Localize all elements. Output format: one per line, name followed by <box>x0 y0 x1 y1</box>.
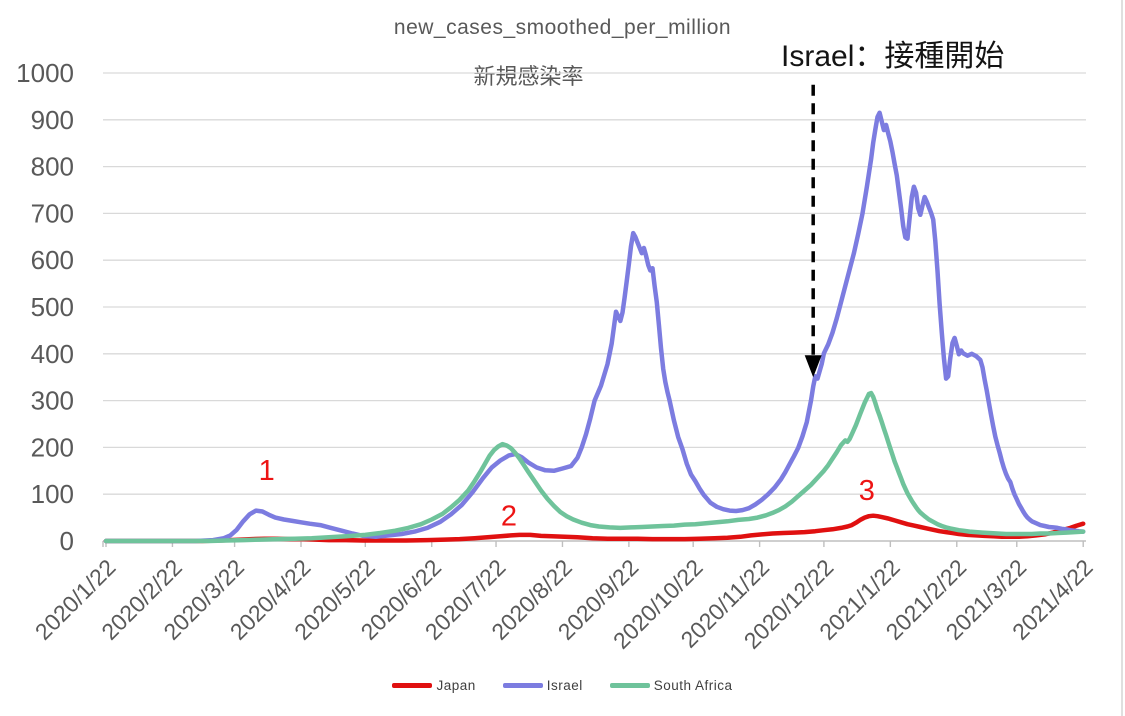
annotation-arrow-head-icon <box>804 355 822 378</box>
south-africa-line-swatch-icon <box>609 683 650 688</box>
legend-label-south-africa: South Africa <box>653 678 733 693</box>
y-axis-label: 400 <box>31 339 74 369</box>
y-axis-label: 0 <box>60 526 74 556</box>
legend: Japan Israel South Africa <box>0 678 1125 693</box>
vaccination-start-annotation: Israel：接種開始 <box>781 40 1005 73</box>
y-axis-label: 1000 <box>16 58 74 88</box>
legend-item-south-africa: South Africa <box>609 678 733 693</box>
y-axis-label: 700 <box>31 198 74 228</box>
y-axis-label: 300 <box>31 386 74 416</box>
series-line-south-africa <box>103 390 1086 544</box>
japan-line-swatch-icon <box>392 683 433 688</box>
y-axis-label: 200 <box>31 432 74 462</box>
y-axis-label: 900 <box>31 105 74 135</box>
y-axis-label: 500 <box>31 292 74 322</box>
legend-item-japan: Japan <box>392 678 475 693</box>
chart-title: new_cases_smoothed_per_million <box>393 16 732 39</box>
israel-line-swatch-icon <box>502 683 543 688</box>
wave-label-2: 2 <box>501 500 517 532</box>
chart-subtitle: 新規感染率 <box>473 64 584 89</box>
y-axis-label: 800 <box>31 152 74 182</box>
wave-label-1: 1 <box>259 455 275 487</box>
legend-label-japan: Japan <box>436 678 476 693</box>
y-axis-label: 600 <box>31 245 74 275</box>
chart-frame-border <box>1121 0 1123 716</box>
y-axis-label: 100 <box>31 479 74 509</box>
wave-label-3: 3 <box>859 475 875 507</box>
legend-item-israel: Israel <box>502 678 583 693</box>
series-line-japan <box>103 513 1086 544</box>
series-line-israel <box>103 110 1086 544</box>
legend-label-israel: Israel <box>546 678 583 693</box>
